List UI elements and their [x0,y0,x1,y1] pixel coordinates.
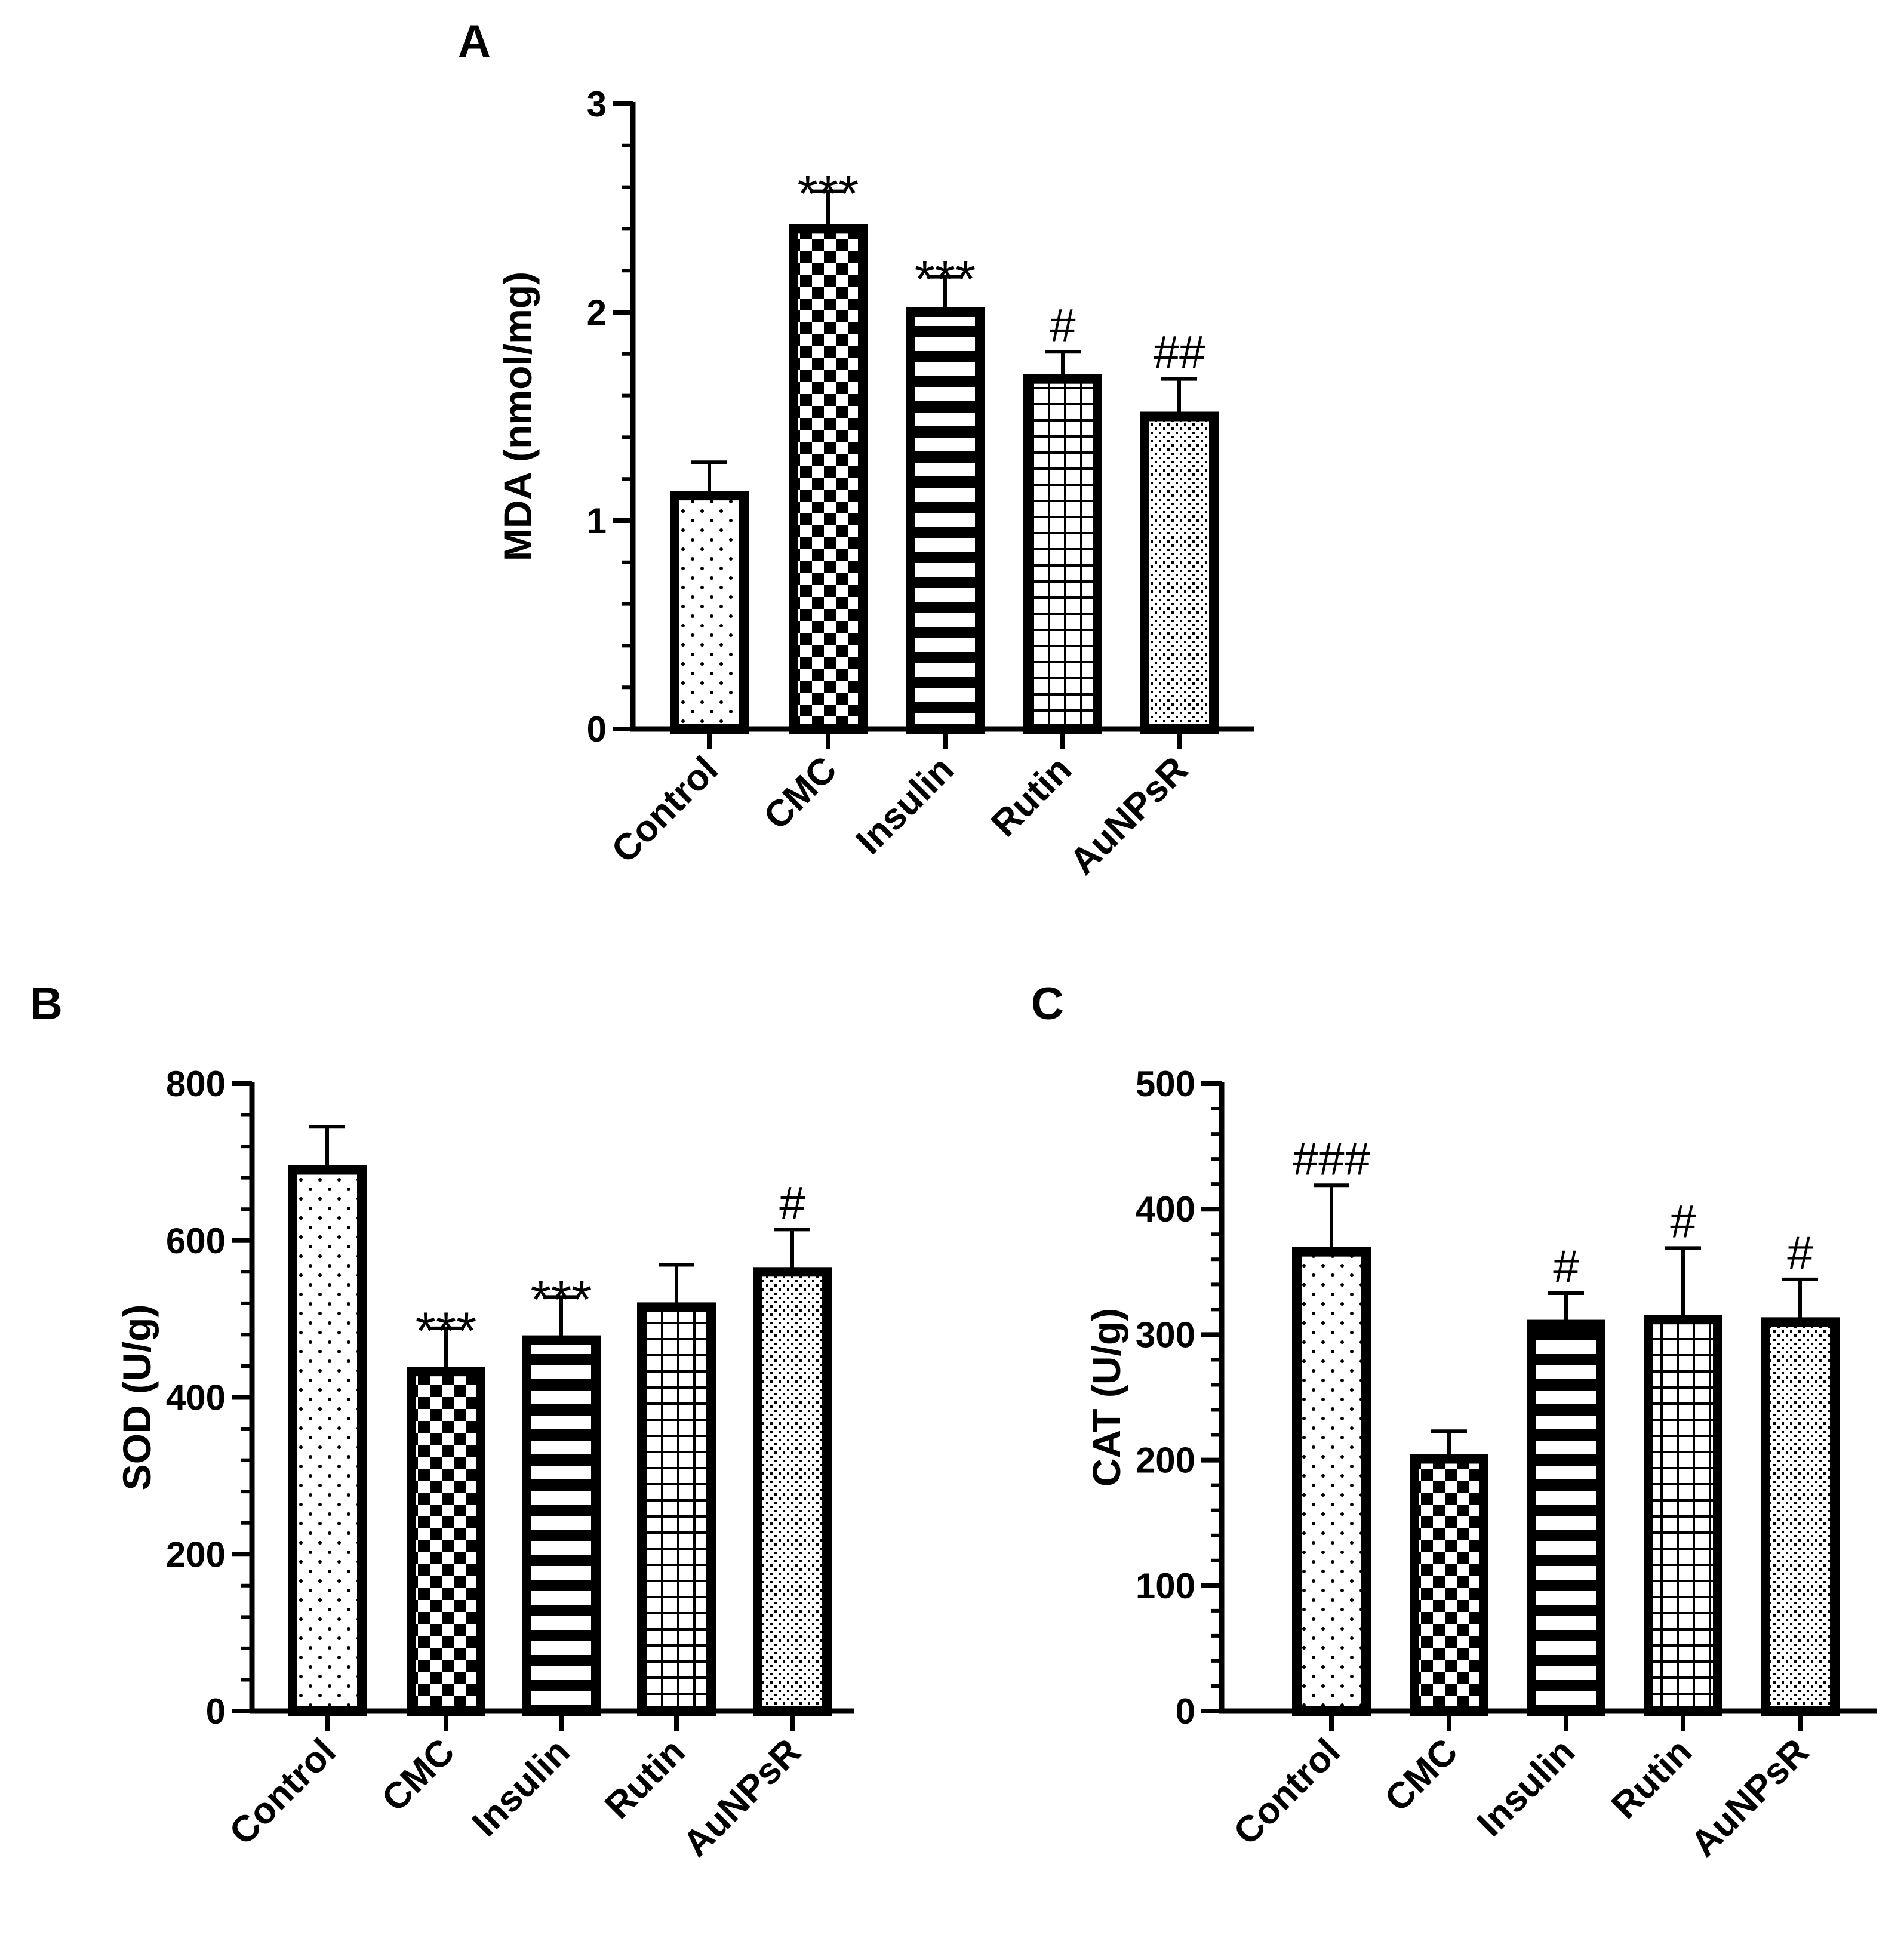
bar-control [670,491,749,734]
bar-rutin [1644,1315,1722,1716]
bar-cmc [1410,1454,1488,1716]
x-category-label: AuNPsR [1683,1731,1817,1865]
x-category-label: Insulin [465,1731,578,1844]
x-category-label: CMC [756,749,845,838]
y-tick-label: 400 [1136,1189,1195,1229]
panel-a-mda-chart: A 0 1 2 3 MDA (nmol/mg) Control *** CMC *** Insuli… [458,16,1254,882]
bar-aunpsr [1761,1317,1840,1716]
significance-label: # [779,1176,805,1229]
y-tick-label: 200 [166,1534,226,1574]
bar-cmc [789,224,868,734]
significance-label: # [1050,299,1075,351]
significance-label: # [1553,1240,1579,1293]
bar-insulin [522,1335,601,1716]
significance-label: *** [798,164,859,223]
significance-label: *** [531,1269,592,1328]
x-category-label: AuNPsR [1062,749,1196,882]
bar-aunpsr [1140,411,1219,734]
bar-rutin [1023,374,1102,734]
y-tick-label: 200 [1136,1441,1195,1481]
panel-b-sod-chart: B 0 200 400 600 800 SOD (U/g) Control *** CMC *** I… [30,979,854,1865]
y-axis-title: CAT (U/g) [1084,1308,1128,1487]
x-category-label: Rutin [1604,1731,1700,1827]
y-tick-label: 400 [166,1378,226,1418]
x-category-label: Rutin [597,1731,693,1827]
y-tick-label: 0 [1176,1691,1195,1731]
x-category-label: Rutin [983,749,1079,845]
panel-letter: C [1031,979,1064,1029]
panel-letter: A [458,16,491,67]
bar-control [1292,1247,1371,1716]
bar-control [288,1165,367,1716]
x-category-label: Insulin [848,749,962,862]
significance-label: # [1787,1226,1813,1279]
y-axis-title: MDA (nmol/mg) [496,272,540,561]
bar-cmc [407,1367,485,1716]
bar-rutin [637,1302,716,1716]
y-tick-label: 500 [1136,1064,1195,1104]
y-tick-label: 0 [587,709,607,749]
y-tick-label: 0 [206,1691,226,1731]
y-tick-label: 600 [166,1221,226,1261]
y-tick-label: 1 [587,501,607,541]
bar-aunpsr [753,1267,832,1716]
x-category-label: AuNPsR [675,1731,809,1865]
y-axis-title: SOD (U/g) [115,1305,159,1491]
significance-label: *** [915,250,976,309]
y-tick-label: 300 [1136,1315,1195,1355]
bar-insulin [1527,1319,1605,1716]
y-tick-label: 800 [166,1064,226,1104]
y-tick-label: 2 [587,293,607,333]
x-category-label: Control [604,749,726,871]
y-tick-label: 100 [1136,1566,1195,1606]
x-category-label: CMC [1377,1731,1466,1820]
x-category-label: CMC [374,1731,463,1820]
significance-label: # [1670,1195,1696,1247]
x-category-label: Insulin [1469,1731,1583,1844]
panel-letter: B [30,979,63,1029]
significance-label: *** [416,1301,477,1360]
bar-insulin [906,307,985,734]
y-tick-label: 3 [587,84,607,124]
significance-label: ## [1154,326,1205,379]
x-category-label: Control [222,1731,344,1853]
x-category-label: Control [1226,1731,1348,1853]
significance-label: ### [1293,1132,1370,1185]
